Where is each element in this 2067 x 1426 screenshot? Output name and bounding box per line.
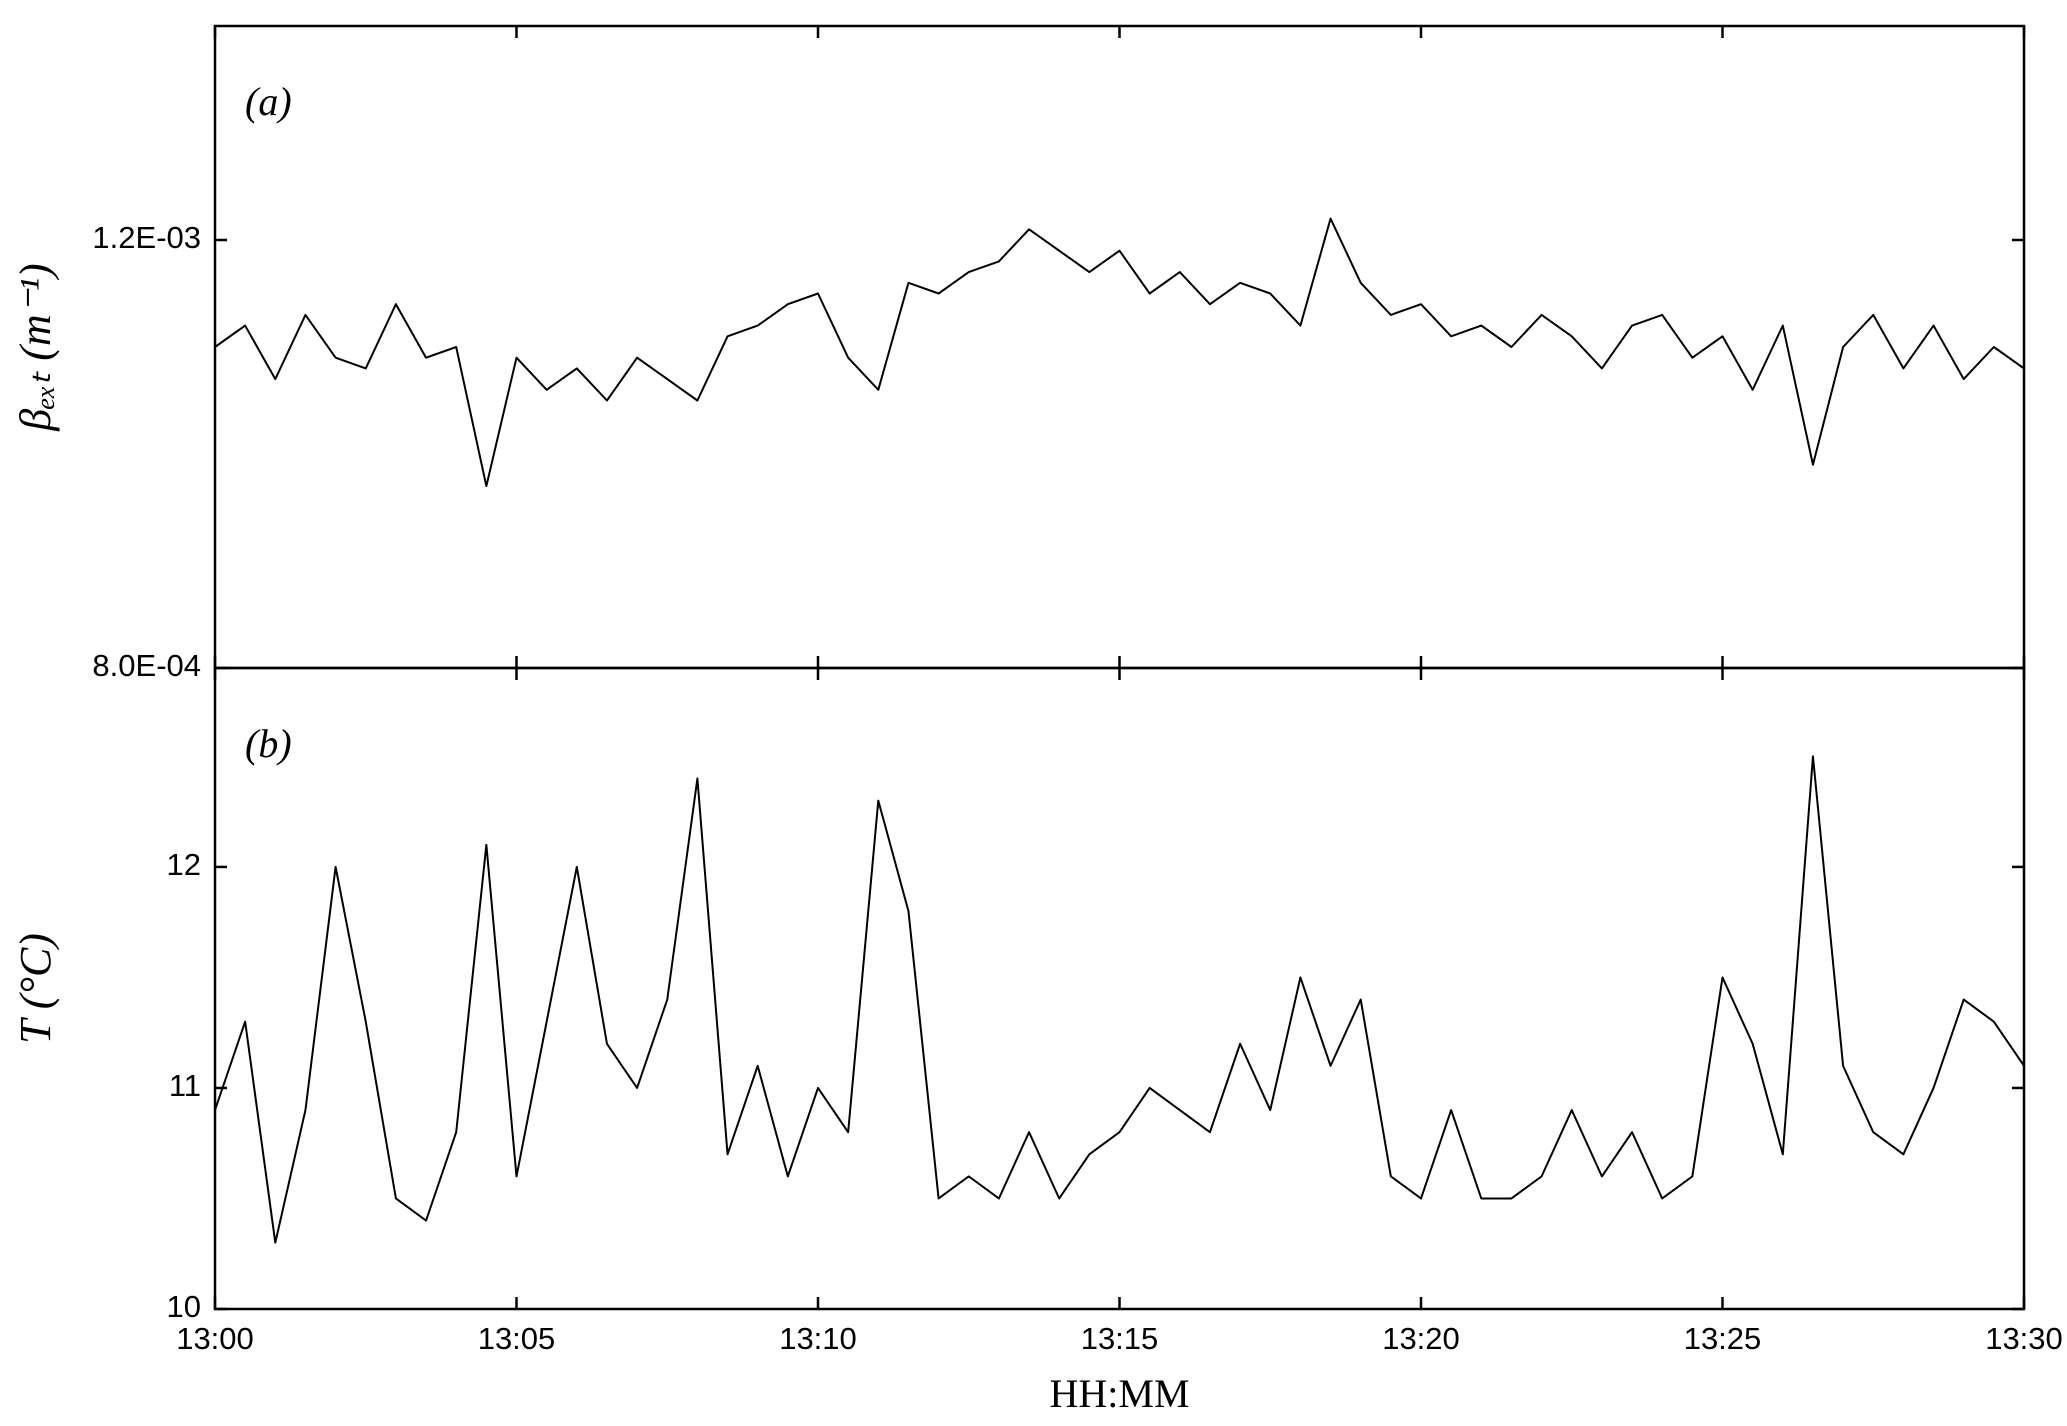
y-axis-title: βₑₓₜ (m⁻¹) [11,263,60,431]
data-line [214,755,2025,1244]
y-axis-title: T (°C) [11,933,60,1044]
x-tick-label: 13:25 [1684,1321,1762,1356]
y-tick-label: 8.0E-04 [92,648,201,683]
y-tick-label: 11 [169,1068,201,1103]
x-tick-label: 13:20 [1382,1321,1460,1356]
x-tick-label: 13:15 [1081,1321,1159,1356]
x-tick-label: 13:05 [478,1321,556,1356]
panel-label: (b) [245,721,292,766]
data-line [214,217,2025,488]
panel-label: (a) [245,79,292,124]
plot-frame [213,666,2026,1311]
y-tick-label: 10 [167,1289,201,1324]
plot-frame [213,24,2026,670]
y-tick-label: 1.2E-03 [92,220,201,255]
x-tick-label: 13:00 [176,1321,254,1356]
x-axis-title: HH:MM [1049,1371,1189,1416]
x-tick-label: 13:30 [1985,1321,2063,1356]
x-tick-label: 13:10 [779,1321,857,1356]
y-tick-label: 12 [167,847,201,882]
